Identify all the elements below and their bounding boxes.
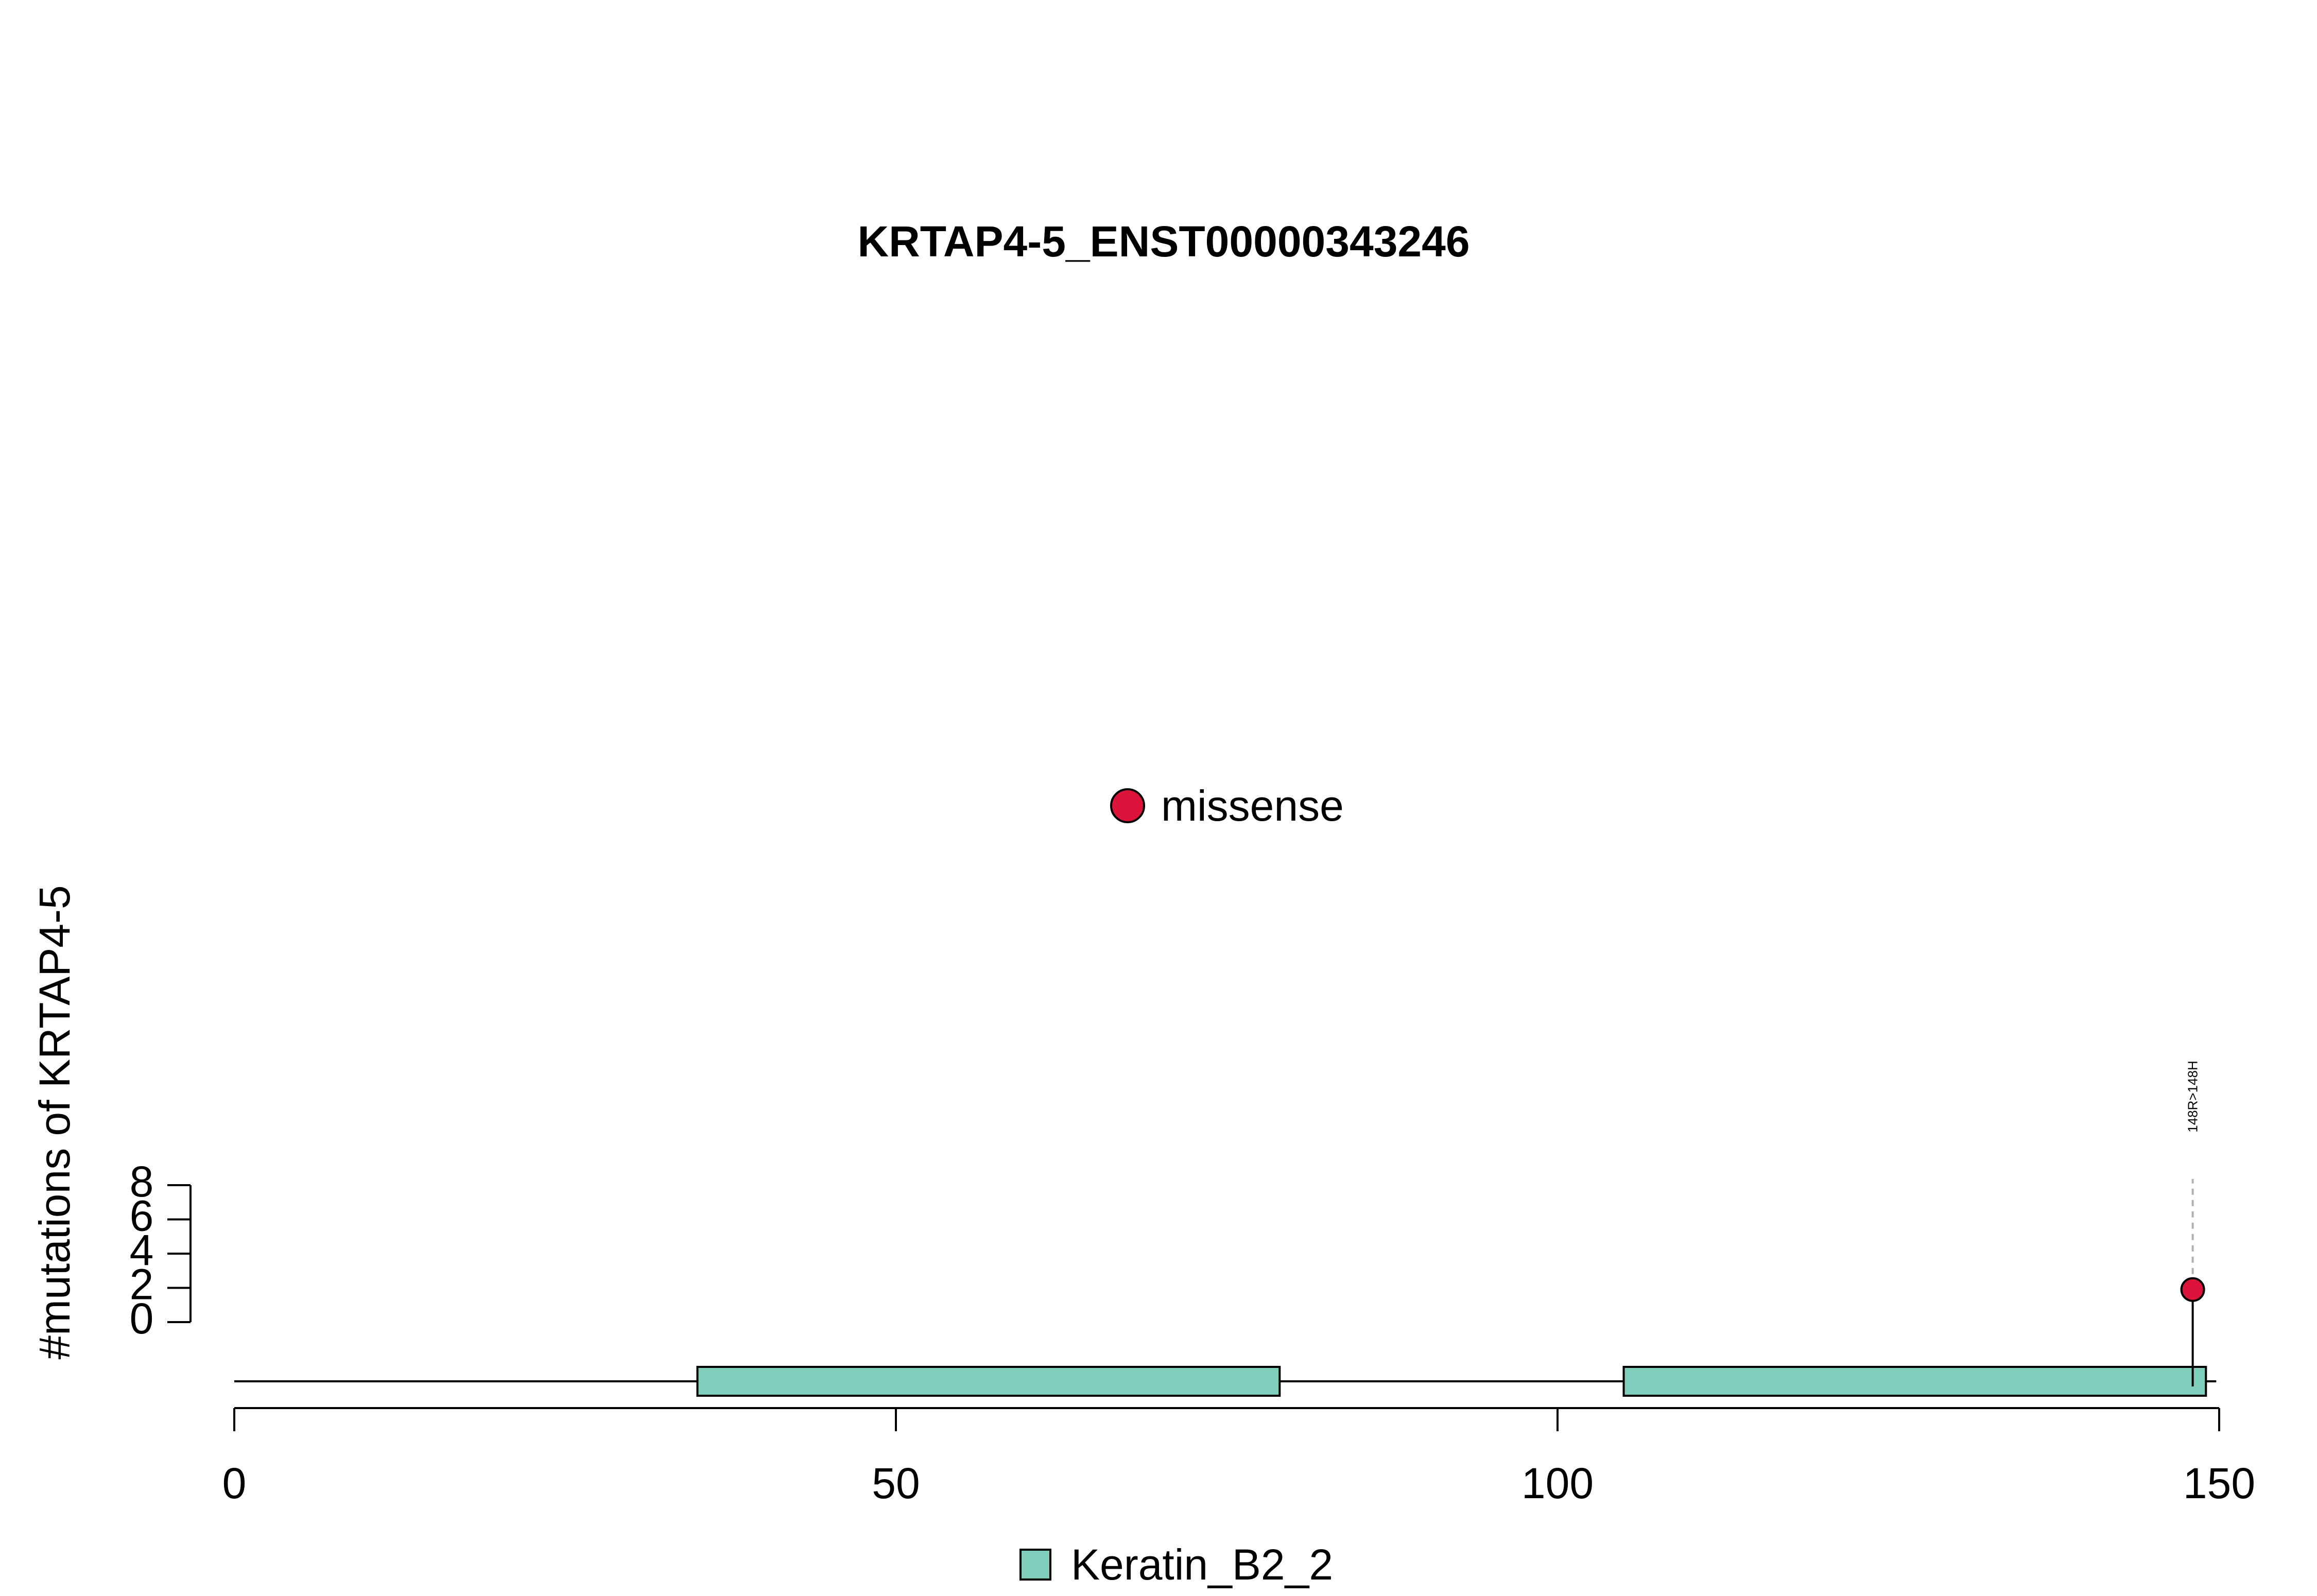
protein-track bbox=[234, 1366, 2217, 1397]
mutation-legend: missense bbox=[1110, 782, 1344, 830]
mutation-marker bbox=[2180, 1277, 2205, 1302]
domain-keratin-b2-2 bbox=[1622, 1366, 2207, 1397]
x-axis: 0 50 100 150 bbox=[222, 1407, 2255, 1507]
x-tick-label: 0 bbox=[222, 1459, 247, 1507]
chart-title: KRTAP4-5_ENST00000343246 bbox=[857, 217, 1469, 266]
mutation-label: 148R>148H bbox=[2185, 1061, 2201, 1133]
y-axis-label: #mutations of KRTAP4-5 bbox=[30, 885, 79, 1359]
y-tick-label: 0 bbox=[130, 1294, 154, 1343]
y-tick-label: 4 bbox=[130, 1226, 154, 1274]
missense-legend-label: missense bbox=[1161, 782, 1344, 830]
missense-legend-marker bbox=[1110, 788, 1145, 823]
mutation-lollipops: 148R>148H bbox=[2180, 1061, 2205, 1386]
y-tick-label: 8 bbox=[130, 1157, 154, 1206]
x-tick-label: 100 bbox=[1521, 1459, 1594, 1507]
keratin-domain-legend-label: Keratin_B2_2 bbox=[1071, 1540, 1333, 1589]
keratin-domain-legend-swatch bbox=[1019, 1549, 1051, 1581]
y-tick-label: 2 bbox=[130, 1260, 154, 1309]
domain-keratin-b2-2 bbox=[696, 1366, 1281, 1397]
y-tick-label: 6 bbox=[130, 1192, 154, 1240]
x-tick-label: 150 bbox=[2183, 1459, 2255, 1507]
x-tick-label: 50 bbox=[872, 1459, 920, 1507]
domain-legend: Keratin_B2_2 bbox=[1019, 1540, 1333, 1589]
